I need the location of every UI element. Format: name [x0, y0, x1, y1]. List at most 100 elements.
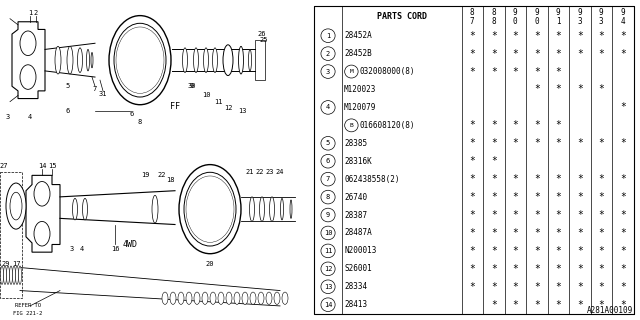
FancyBboxPatch shape	[314, 260, 634, 278]
Text: *: *	[534, 300, 540, 310]
Text: 4: 4	[80, 246, 84, 252]
Ellipse shape	[234, 292, 240, 304]
Circle shape	[321, 244, 335, 258]
Ellipse shape	[259, 197, 264, 221]
Text: *: *	[556, 138, 561, 148]
Ellipse shape	[178, 292, 184, 304]
Text: FIG 221-2: FIG 221-2	[13, 311, 43, 316]
Text: 12: 12	[224, 105, 232, 111]
Text: *: *	[513, 228, 518, 238]
Text: *: *	[534, 282, 540, 292]
Text: 4: 4	[28, 114, 32, 120]
Ellipse shape	[193, 48, 198, 72]
Ellipse shape	[239, 46, 243, 74]
Circle shape	[34, 181, 50, 206]
Text: *: *	[598, 228, 604, 238]
Text: *: *	[598, 192, 604, 202]
Text: 1: 1	[326, 33, 330, 39]
Text: *: *	[556, 282, 561, 292]
Text: 0: 0	[534, 17, 539, 26]
Ellipse shape	[184, 172, 236, 246]
Ellipse shape	[162, 292, 168, 304]
Ellipse shape	[290, 200, 292, 218]
Text: 20: 20	[205, 261, 214, 268]
FancyBboxPatch shape	[314, 188, 634, 206]
Text: PARTS CORD: PARTS CORD	[377, 12, 427, 21]
Text: 28452B: 28452B	[344, 49, 372, 58]
FancyBboxPatch shape	[314, 81, 634, 99]
Ellipse shape	[188, 179, 232, 240]
Text: *: *	[469, 264, 476, 274]
FancyBboxPatch shape	[314, 278, 634, 296]
Ellipse shape	[186, 292, 192, 304]
Text: *: *	[534, 210, 540, 220]
Circle shape	[20, 65, 36, 89]
Text: *: *	[577, 31, 582, 41]
Text: FF: FF	[170, 102, 180, 111]
FancyBboxPatch shape	[314, 152, 634, 170]
Text: 22: 22	[256, 169, 264, 175]
Ellipse shape	[170, 292, 176, 304]
Text: 3: 3	[599, 17, 604, 26]
Text: *: *	[534, 192, 540, 202]
Text: *: *	[598, 49, 604, 59]
Text: 4: 4	[620, 17, 625, 26]
Text: 7: 7	[93, 86, 97, 92]
Text: *: *	[577, 282, 582, 292]
Text: *: *	[620, 210, 626, 220]
FancyBboxPatch shape	[314, 27, 634, 45]
Text: *: *	[469, 138, 476, 148]
Text: *: *	[620, 31, 626, 41]
Text: 8: 8	[326, 194, 330, 200]
Text: 16: 16	[111, 246, 119, 252]
Text: *: *	[556, 300, 561, 310]
Text: *: *	[491, 300, 497, 310]
Text: S26001: S26001	[344, 264, 372, 273]
FancyBboxPatch shape	[314, 296, 634, 314]
Ellipse shape	[120, 33, 160, 88]
Text: *: *	[620, 300, 626, 310]
Text: *: *	[513, 282, 518, 292]
Ellipse shape	[72, 198, 77, 220]
Text: *: *	[620, 246, 626, 256]
Text: 1: 1	[28, 10, 32, 16]
Text: A281A00109: A281A00109	[588, 306, 634, 315]
Text: B: B	[349, 123, 353, 128]
Text: 18: 18	[166, 177, 174, 183]
Text: 19: 19	[141, 172, 149, 178]
Text: *: *	[534, 49, 540, 59]
Text: 6: 6	[66, 108, 70, 114]
Circle shape	[321, 298, 335, 311]
Text: 17: 17	[12, 261, 20, 268]
Text: *: *	[620, 282, 626, 292]
Ellipse shape	[223, 45, 233, 76]
Text: 4: 4	[326, 104, 330, 110]
Text: *: *	[513, 264, 518, 274]
Text: *: *	[513, 120, 518, 130]
Circle shape	[321, 190, 335, 204]
Text: *: *	[620, 102, 626, 112]
Text: 9: 9	[599, 8, 604, 17]
Text: *: *	[491, 138, 497, 148]
Ellipse shape	[201, 197, 219, 221]
Ellipse shape	[194, 292, 200, 304]
Ellipse shape	[1, 266, 3, 284]
Text: *: *	[513, 210, 518, 220]
FancyBboxPatch shape	[314, 224, 634, 242]
Text: *: *	[513, 138, 518, 148]
Text: *: *	[598, 174, 604, 184]
Text: *: *	[620, 192, 626, 202]
Text: 2: 2	[34, 10, 38, 16]
Text: *: *	[577, 210, 582, 220]
Text: M120023: M120023	[344, 85, 376, 94]
Ellipse shape	[3, 266, 6, 284]
Circle shape	[345, 119, 358, 132]
Text: *: *	[598, 210, 604, 220]
Text: 062438558(2): 062438558(2)	[344, 175, 399, 184]
Text: 13: 13	[237, 108, 246, 114]
Text: 25: 25	[260, 37, 268, 43]
Ellipse shape	[187, 177, 233, 241]
Text: *: *	[598, 282, 604, 292]
Ellipse shape	[202, 292, 208, 304]
Text: *: *	[513, 246, 518, 256]
